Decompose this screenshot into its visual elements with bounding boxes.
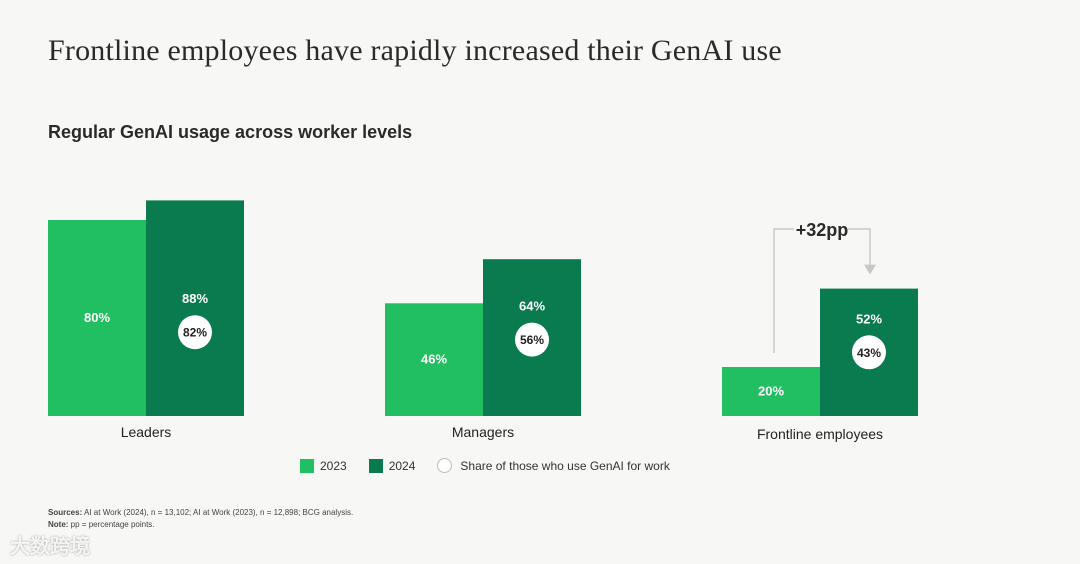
sources-text: AI at Work (2024), n = 13,102; AI at Wor… [82,508,354,517]
bar-frontline-employees-2023 [722,367,820,416]
share-circle-frontline-employees [852,335,886,370]
annotation-bracket-right [848,228,871,265]
legend-label-2024: 2024 [388,458,416,473]
bar-leaders-2024 [146,200,244,416]
legend: 2023 2024 Share of those who use GenAI f… [300,458,692,473]
data-label-leaders-2024: 88% [182,291,208,306]
data-label-leaders-2023: 80% [84,310,110,325]
legend-item-share: Share of those who use GenAI for work [437,458,670,473]
legend-item-2024: 2024 [368,458,416,473]
legend-circle-icon [437,458,453,473]
share-label-frontline-employees: 43% [857,346,881,360]
legend-item-2023: 2023 [300,458,347,473]
note-label: Note: [48,520,69,529]
annotation-bracket-left [773,228,794,353]
share-label-leaders: 82% [183,326,207,340]
category-label-managers: Managers [452,424,514,440]
chart-subtitle: Regular GenAI usage across worker levels [48,122,413,142]
legend-swatch-2024 [368,458,383,473]
share-circle-leaders [178,315,212,350]
footer-notes: Sources: AI at Work (2024), n = 13,102; … [48,507,353,531]
watermark-logo: 大数跨境 [10,536,90,558]
data-label-frontline-employees-2023: 20% [758,384,784,399]
category-label-frontline-employees: Frontline employees [757,426,883,442]
legend-swatch-2023 [300,458,314,473]
annotation-arrow-icon [864,264,876,275]
category-label-leaders: Leaders [121,424,172,440]
bar-leaders-2023 [48,220,146,416]
legend-label-share: Share of those who use GenAI for work [460,458,670,473]
data-label-frontline-employees-2024: 52% [856,311,882,326]
sources-label: Sources: [48,508,83,517]
share-label-managers: 56% [520,333,544,347]
data-label-managers-2024: 64% [519,299,545,314]
annotation-label: +32pp [796,220,849,240]
bar-managers-2023 [385,303,483,416]
sources-line: Sources: AI at Work (2024), n = 13,102; … [48,507,353,519]
chart-title: Frontline employees have rapidly increas… [48,34,782,67]
note-line: Note: pp = percentage points. [48,519,353,531]
legend-label-2023: 2023 [320,458,347,473]
note-text: pp = percentage points. [68,520,155,529]
data-label-managers-2023: 46% [421,352,447,367]
share-circle-managers [515,322,549,357]
